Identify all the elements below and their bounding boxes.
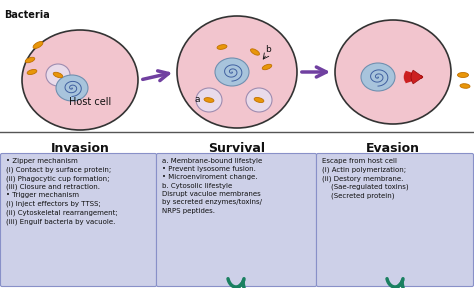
Text: a: a bbox=[195, 95, 201, 104]
Text: a. Membrane-bound lifestyle
• Prevent lysosome fusion.
• Microenviroment change.: a. Membrane-bound lifestyle • Prevent ly… bbox=[162, 158, 262, 213]
Ellipse shape bbox=[262, 64, 272, 70]
FancyBboxPatch shape bbox=[317, 154, 474, 287]
Text: Survival: Survival bbox=[209, 142, 265, 155]
Text: Host cell: Host cell bbox=[69, 97, 111, 107]
Ellipse shape bbox=[251, 49, 259, 55]
Ellipse shape bbox=[33, 41, 43, 48]
Text: • Zipper mechanism
(i) Contact by surface protein;
(ii) Phagocytic cup formation: • Zipper mechanism (i) Contact by surfac… bbox=[6, 158, 118, 225]
Ellipse shape bbox=[361, 63, 395, 91]
FancyBboxPatch shape bbox=[0, 154, 156, 287]
Text: Evasion: Evasion bbox=[366, 142, 420, 155]
Ellipse shape bbox=[254, 97, 264, 103]
Ellipse shape bbox=[25, 57, 35, 63]
Text: Escape from host cell
(i) Actin polymerization;
(ii) Destory membrane.
    (Sae-: Escape from host cell (i) Actin polymeri… bbox=[322, 158, 409, 199]
Ellipse shape bbox=[53, 72, 63, 78]
Text: Bacteria: Bacteria bbox=[4, 10, 50, 20]
Ellipse shape bbox=[335, 20, 451, 124]
Wedge shape bbox=[411, 70, 423, 84]
Ellipse shape bbox=[177, 16, 297, 128]
FancyBboxPatch shape bbox=[156, 154, 317, 287]
Ellipse shape bbox=[27, 69, 37, 75]
Ellipse shape bbox=[22, 30, 138, 130]
Ellipse shape bbox=[196, 88, 222, 112]
Ellipse shape bbox=[204, 98, 214, 102]
Ellipse shape bbox=[215, 58, 249, 86]
Ellipse shape bbox=[246, 88, 272, 112]
Ellipse shape bbox=[56, 75, 88, 101]
Ellipse shape bbox=[457, 73, 468, 77]
Text: Invasion: Invasion bbox=[51, 142, 109, 155]
Text: b: b bbox=[265, 45, 271, 54]
Ellipse shape bbox=[460, 84, 470, 88]
Ellipse shape bbox=[46, 64, 70, 86]
Ellipse shape bbox=[217, 45, 227, 49]
